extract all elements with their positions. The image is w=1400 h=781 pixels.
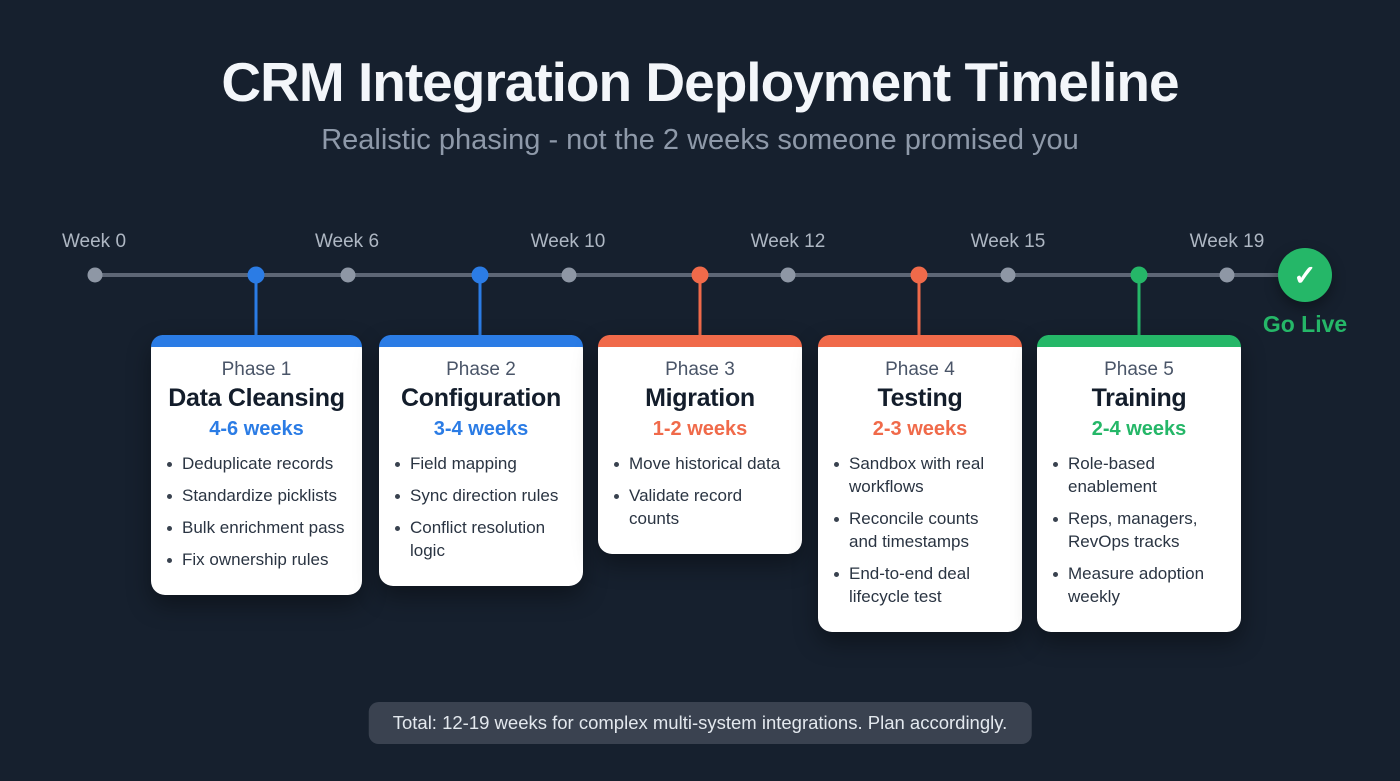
phase-card: Phase 1 Data Cleansing 4-6 weeks Dedupli… xyxy=(151,335,362,595)
phase-accent-bar xyxy=(151,335,362,347)
bullet-dot-icon xyxy=(614,462,619,467)
bullet-dot-icon xyxy=(1053,462,1058,467)
phase-card: Phase 2 Configuration 3-4 weeks Field ma… xyxy=(379,335,583,586)
timeline-dot xyxy=(1000,267,1016,283)
phase-bullet: Reps, managers, RevOps tracks xyxy=(1053,508,1225,554)
phase-card: Phase 5 Training 2-4 weeks Role-based en… xyxy=(1037,335,1241,632)
phase-bullet: End-to-end deal lifecycle test xyxy=(834,563,1006,609)
phase-card: Phase 3 Migration 1-2 weeks Move histori… xyxy=(598,335,802,554)
phase-bullet: Measure adoption weekly xyxy=(1053,563,1225,609)
phase-connector xyxy=(917,275,921,341)
phase-label: Phase 2 xyxy=(446,359,516,380)
phase-connector xyxy=(478,275,482,341)
phase-dot xyxy=(691,266,709,284)
bullet-dot-icon xyxy=(167,462,172,467)
phase-dot xyxy=(1130,266,1148,284)
phase-label: Phase 4 xyxy=(885,359,955,380)
phase-bullet: Standardize picklists xyxy=(167,485,346,508)
timeline-dot xyxy=(87,267,103,283)
week-label: Week 19 xyxy=(1189,231,1265,252)
week-label: Week 15 xyxy=(970,231,1046,252)
phase-bullet: Sync direction rules xyxy=(395,485,567,508)
timeline-dot xyxy=(1219,267,1235,283)
phase-label: Phase 5 xyxy=(1104,359,1174,380)
phase-connector xyxy=(1137,275,1141,341)
page-title: CRM Integration Deployment Timeline xyxy=(221,51,1179,113)
timeline-dot xyxy=(780,267,796,283)
phase-bullet: Reconcile counts and timestamps xyxy=(834,508,1006,554)
phase-duration: 1-2 weeks xyxy=(652,418,748,440)
bullet-dot-icon xyxy=(614,493,619,499)
bullet-dot-icon xyxy=(167,493,172,499)
phase-duration: 4-6 weeks xyxy=(209,418,304,440)
page-subtitle: Realistic phasing - not the 2 weeks some… xyxy=(321,124,1079,156)
phase-title: Testing xyxy=(877,384,963,412)
bullet-dot-icon xyxy=(834,571,839,577)
phase-bullet: Validate record counts xyxy=(614,485,786,531)
phase-bullet-list: Move historical data Validate record cou… xyxy=(614,453,786,531)
phase-connector xyxy=(254,275,258,341)
timeline-dot xyxy=(561,267,577,283)
week-label: Week 0 xyxy=(61,231,127,252)
week-label: Week 12 xyxy=(750,231,826,252)
bullet-dot-icon xyxy=(834,462,839,467)
phase-title: Configuration xyxy=(401,384,561,412)
total-note: Total: 12-19 weeks for complex multi-sys… xyxy=(368,702,1032,744)
bullet-dot-icon xyxy=(395,493,400,499)
check-icon: ✓ xyxy=(1293,259,1317,291)
phase-bullet: Conflict resolution logic xyxy=(395,517,567,563)
phase-connector xyxy=(698,275,702,341)
phase-card: Phase 4 Testing 2-3 weeks Sandbox with r… xyxy=(818,335,1022,632)
bullet-dot-icon xyxy=(395,462,400,467)
phase-title: Data Cleansing xyxy=(168,384,345,412)
phase-dot xyxy=(910,266,928,284)
week-label: Week 6 xyxy=(314,231,380,252)
phase-bullet: Sandbox with real workflows xyxy=(834,453,1006,499)
phase-label: Phase 3 xyxy=(665,359,735,380)
phase-bullet: Role-based enablement xyxy=(1053,453,1225,499)
phase-label: Phase 1 xyxy=(221,359,292,380)
phase-dot xyxy=(247,266,265,284)
phase-bullet-list: Sandbox with real workflows Reconcile co… xyxy=(834,453,1006,609)
bullet-dot-icon xyxy=(167,557,172,563)
phase-bullet: Fix ownership rules xyxy=(167,549,346,572)
phase-duration: 2-3 weeks xyxy=(872,418,968,440)
bullet-dot-icon xyxy=(395,525,400,531)
go-live-label: Go Live xyxy=(1262,311,1348,337)
phase-bullet: Field mapping xyxy=(395,453,567,476)
bullet-dot-icon xyxy=(1053,571,1058,577)
go-live-check-icon: ✓ xyxy=(1278,248,1332,302)
phase-duration: 2-4 weeks xyxy=(1091,418,1187,440)
bullet-dot-icon xyxy=(1053,516,1058,522)
phase-bullet-list: Field mapping Sync direction rules Confl… xyxy=(395,453,567,563)
phase-accent-bar xyxy=(379,335,583,347)
phase-bullet: Move historical data xyxy=(614,453,786,476)
timeline-dot xyxy=(340,267,356,283)
phase-accent-bar xyxy=(1037,335,1241,347)
phase-bullet-list: Deduplicate records Standardize picklist… xyxy=(167,453,346,572)
phase-title: Training xyxy=(1091,384,1187,412)
phase-bullet: Bulk enrichment pass xyxy=(167,517,346,540)
phase-dot xyxy=(471,266,489,284)
week-label: Week 10 xyxy=(530,231,606,252)
phase-duration: 3-4 weeks xyxy=(433,418,529,440)
phase-bullet-list: Role-based enablement Reps, managers, Re… xyxy=(1053,453,1225,609)
phase-bullet: Deduplicate records xyxy=(167,453,346,476)
phase-title: Migration xyxy=(645,384,755,412)
phase-accent-bar xyxy=(818,335,1022,347)
bullet-dot-icon xyxy=(167,525,172,531)
phase-accent-bar xyxy=(598,335,802,347)
timeline-line xyxy=(95,273,1283,277)
bullet-dot-icon xyxy=(834,516,839,522)
